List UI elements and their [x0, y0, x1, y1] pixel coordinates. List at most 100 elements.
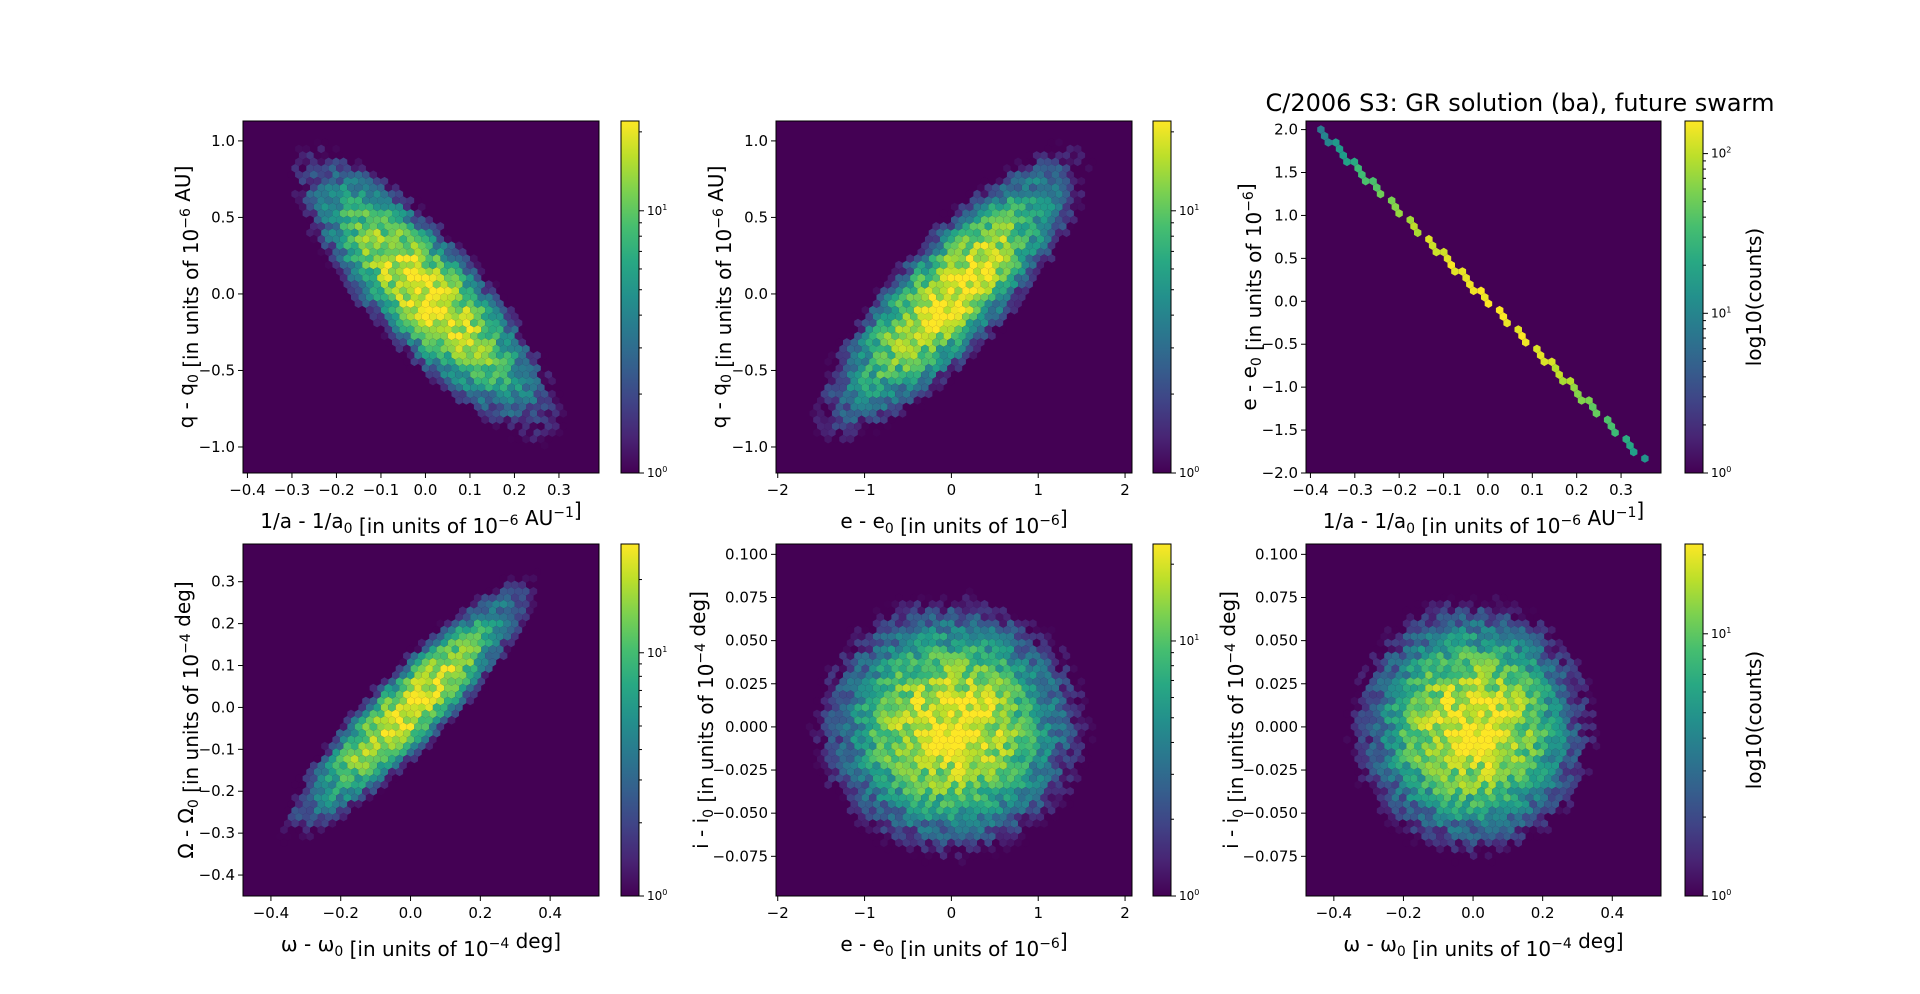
hexbin-cell: [295, 812, 303, 822]
hexbin-cell: [936, 280, 944, 289]
hexbin-cell: [339, 157, 348, 167]
hexbin-cell: [351, 741, 359, 751]
hexbin-cell: [846, 370, 855, 379]
hexbin-cell: [440, 625, 448, 635]
hexbin-cell: [284, 832, 292, 841]
hexbin-cell: [928, 383, 937, 392]
hexbin-cell: [1473, 716, 1481, 725]
hexbin-cell: [1428, 716, 1437, 725]
hexbin-cell: [820, 428, 829, 437]
hexbin-cell: [936, 293, 944, 302]
hexbin-cell: [1469, 670, 1478, 680]
hexbin-cell: [1361, 176, 1370, 186]
hexbin-cell: [470, 331, 478, 341]
hexbin-cell: [880, 825, 888, 835]
hexbin-cell: [1354, 716, 1362, 725]
hexbin-cell: [1003, 254, 1011, 263]
hexbin-cell: [1555, 780, 1563, 790]
hexbin-cell: [928, 318, 937, 328]
hexbin-cell: [958, 202, 966, 212]
hexbin-cell: [962, 658, 970, 667]
hexbin-cell: [466, 363, 474, 373]
axes-frame-bottom-middle: [775, 543, 1133, 897]
hexbin-cell: [321, 754, 329, 764]
hexbin-cell: [410, 728, 418, 738]
hexbin-cell: [1414, 690, 1422, 699]
hexbin-cell: [843, 415, 851, 425]
hexbin-cell: [969, 299, 978, 308]
hexbin-cell: [850, 376, 858, 386]
hexbin-cell: [813, 402, 821, 412]
hexbin-cell: [895, 787, 903, 796]
hexbin-cell: [526, 402, 534, 412]
hexbin-cell: [939, 735, 948, 744]
hexbin-cell: [1514, 812, 1522, 822]
hexbin-cell: [362, 696, 370, 706]
hexbin-cell: [388, 318, 396, 328]
hexbin-cell: [1574, 748, 1582, 757]
hexbin-cell: [317, 234, 325, 244]
hexbin-cell: [392, 709, 400, 719]
hexbin-cell: [1488, 625, 1496, 635]
hexbin-cell: [362, 196, 370, 205]
hexbin-cell: [1481, 703, 1489, 712]
hexbin-cell: [1029, 658, 1037, 667]
hexbin-cell: [1036, 787, 1045, 796]
hexbin-cell: [865, 658, 873, 667]
hexbin-cell: [943, 228, 951, 238]
hexbin-cell: [354, 247, 363, 257]
hexbin-cell: [321, 806, 329, 815]
hexbin-cell: [1036, 683, 1045, 693]
hexbin-cell: [313, 806, 322, 815]
hexbin-cell: [1562, 806, 1571, 815]
hexbin-cell: [928, 716, 937, 725]
hexbin-cell: [1574, 735, 1582, 744]
hexbin-cell: [1421, 664, 1429, 673]
hexbin-cell: [403, 344, 411, 354]
hexbin-cell: [1477, 658, 1485, 667]
hexbin-cell: [1440, 606, 1448, 615]
hexbin-cell: [1369, 741, 1377, 751]
hexbin-cell: [1473, 677, 1481, 686]
hexbin-cell: [384, 196, 392, 205]
hexbin-cell: [1384, 716, 1392, 725]
hexbin-cell: [917, 606, 925, 615]
hexbin-cell: [358, 164, 366, 173]
hexbin-cell: [1466, 741, 1474, 751]
hexbin-cell: [947, 351, 955, 360]
hexbin-cell: [406, 658, 415, 667]
hexbin-cell: [354, 761, 363, 770]
hexbin-cell: [988, 677, 996, 686]
hexbin-cell: [1510, 599, 1519, 609]
hexbin-cell: [1032, 703, 1041, 712]
hexbin-cell: [369, 170, 378, 179]
hexbin-cell: [939, 851, 948, 861]
hexbin-cell: [969, 799, 978, 809]
hexbin-cell: [1548, 767, 1556, 777]
x-tick-label: 0.2: [468, 904, 492, 922]
hexbin-cell: [418, 638, 426, 648]
hexbin-cell: [518, 325, 526, 334]
hexbin-cell: [343, 176, 351, 186]
hexbin-cell: [1559, 709, 1567, 719]
hexbin-cell: [817, 754, 825, 764]
hexbin-cell: [1032, 215, 1041, 225]
hexbin-cell: [1059, 670, 1067, 680]
hexbin-cell: [1555, 677, 1563, 686]
hexbin-cell: [898, 267, 907, 276]
hexbin-cell: [1402, 606, 1411, 615]
hexbin-cell: [1577, 741, 1586, 751]
hexbin-cell: [895, 645, 903, 654]
hexbin-cell: [1088, 722, 1097, 732]
hexbin-cell: [347, 196, 355, 205]
hexbin-cell: [1376, 741, 1385, 751]
hexbin-cell: [1577, 728, 1586, 738]
hexbin-cell: [1066, 735, 1074, 744]
hexbin-cell: [1062, 754, 1071, 764]
hexbin-cell: [377, 247, 385, 257]
hexbin-cell: [451, 247, 459, 257]
hexbin-cell: [939, 363, 948, 373]
hexbin-cell: [499, 574, 508, 583]
hexbin-cell: [992, 619, 1000, 628]
hexbin-cell: [936, 625, 944, 635]
